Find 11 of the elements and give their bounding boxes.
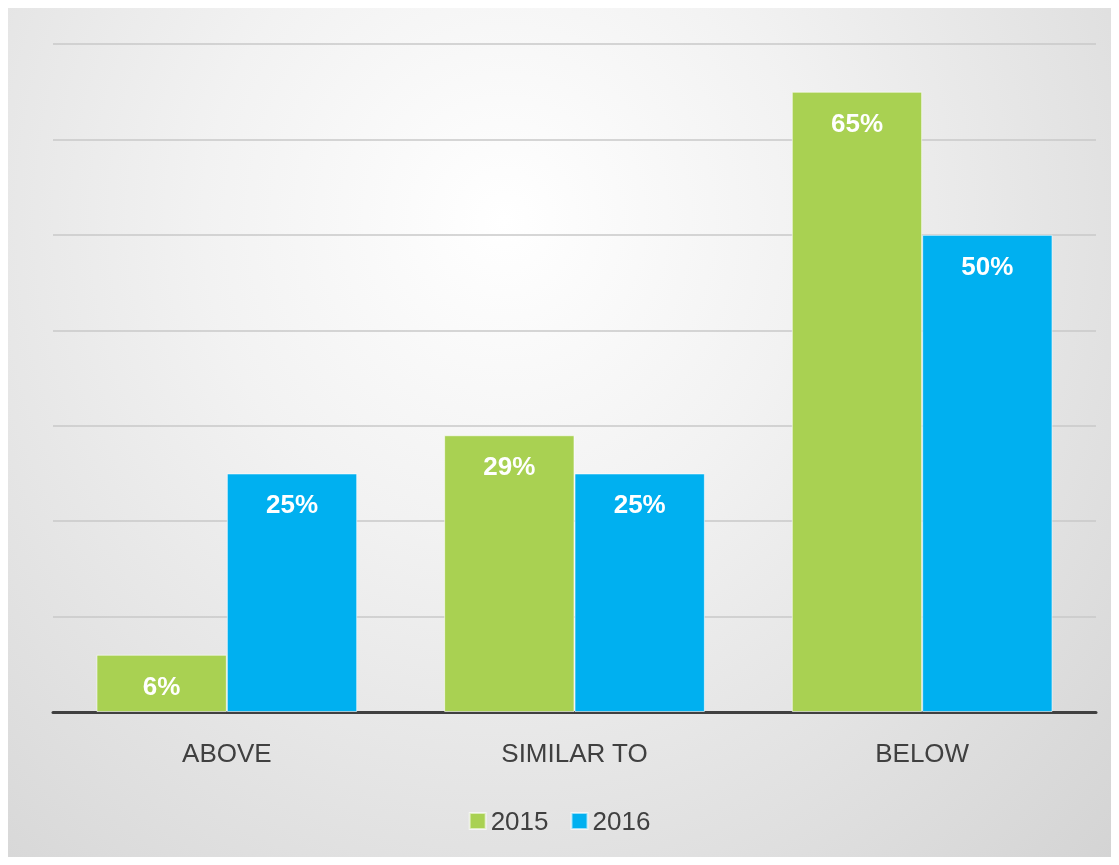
x-tick-label: ABOVE bbox=[182, 738, 272, 768]
x-tick-label: BELOW bbox=[875, 738, 970, 768]
legend-label: 2015 bbox=[490, 806, 549, 836]
data-label: 65% bbox=[830, 107, 883, 138]
data-label: 25% bbox=[266, 489, 319, 520]
data-label: 29% bbox=[483, 451, 536, 482]
data-label: 25% bbox=[613, 489, 666, 520]
x-tick-label: SIMILAR TO bbox=[501, 738, 648, 768]
data-label: 6% bbox=[142, 670, 181, 701]
data-label: 50% bbox=[961, 250, 1014, 281]
legend-label: 2016 bbox=[592, 806, 651, 836]
